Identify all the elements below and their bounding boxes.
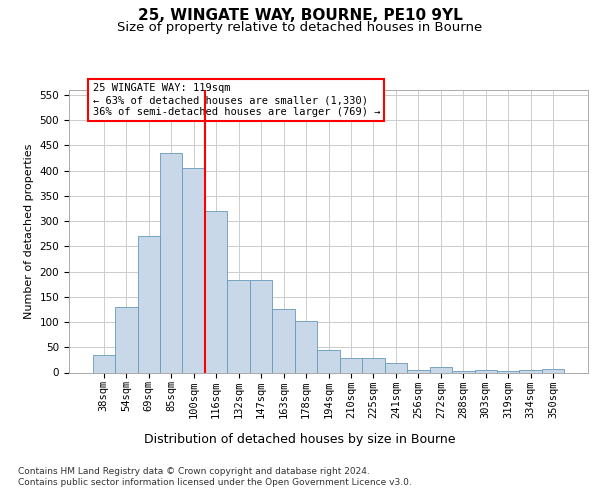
Bar [317,350,340,372]
Bar [160,153,182,372]
Y-axis label: Number of detached properties: Number of detached properties [24,144,34,319]
Bar [182,168,205,372]
Bar [520,370,542,372]
Bar [272,310,295,372]
Bar [250,280,272,372]
Bar [205,211,227,372]
Text: 25, WINGATE WAY, BOURNE, PE10 9YL: 25, WINGATE WAY, BOURNE, PE10 9YL [137,8,463,22]
Bar [92,355,115,372]
Bar [430,368,452,372]
Text: Distribution of detached houses by size in Bourne: Distribution of detached houses by size … [144,432,456,446]
Bar [475,370,497,372]
Text: Size of property relative to detached houses in Bourne: Size of property relative to detached ho… [118,21,482,34]
Bar [542,370,565,372]
Bar [227,280,250,372]
Text: 25 WINGATE WAY: 119sqm
← 63% of detached houses are smaller (1,330)
36% of semi-: 25 WINGATE WAY: 119sqm ← 63% of detached… [92,84,380,116]
Bar [362,358,385,372]
Bar [115,307,137,372]
Bar [295,320,317,372]
Bar [497,371,520,372]
Bar [137,236,160,372]
Bar [407,370,430,372]
Bar [340,358,362,372]
Bar [385,364,407,372]
Bar [452,371,475,372]
Text: Contains HM Land Registry data © Crown copyright and database right 2024.
Contai: Contains HM Land Registry data © Crown c… [18,468,412,487]
